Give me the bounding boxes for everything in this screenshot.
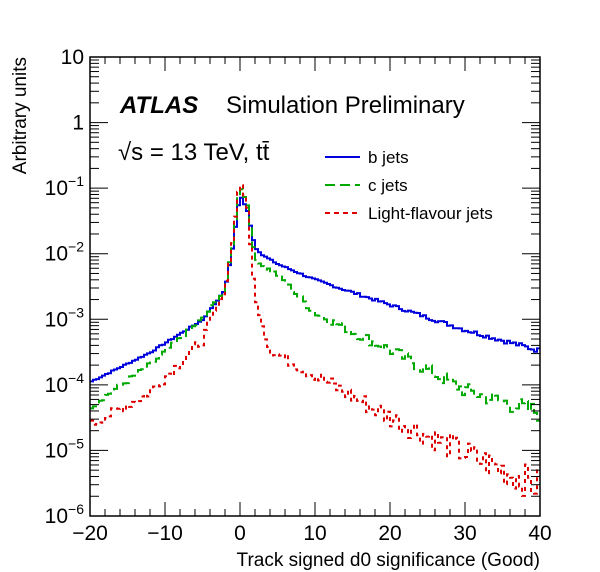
axis-ticks [89, 57, 541, 517]
x-tick-labels: −20 −10 0 10 20 30 40 [72, 522, 551, 545]
y-tick-label: 10−2 [45, 239, 85, 266]
x-tick-label: −20 [72, 522, 108, 545]
y-tick-label: 10−5 [45, 435, 85, 462]
y-tick-label: 10−6 [45, 501, 85, 528]
x-tick-label: 40 [528, 522, 551, 545]
legend: b jets c jets Light-flavour jets [325, 148, 493, 223]
legend-label: b jets [368, 148, 409, 167]
y-tick-label: 10 [61, 46, 84, 69]
x-axis-title: Track signed d0 significance (Good) [237, 550, 540, 571]
y-axis-title: Arbitrary units [10, 57, 31, 174]
atlas-label: ATLAS [119, 92, 198, 119]
x-tick-label: 30 [453, 522, 476, 545]
legend-label: c jets [368, 176, 408, 195]
y-tick-labels: 10 1 10−1 10−2 10−3 10−4 10−5 10−6 [45, 46, 85, 528]
plot-frame [89, 56, 541, 517]
x-tick-label: 0 [234, 522, 246, 545]
energy-annotation: √s = 13 TeV, tt̄ [118, 139, 270, 166]
atlas-status: Simulation Preliminary [226, 92, 465, 119]
series-c-jets [90, 188, 540, 422]
x-tick-label: 10 [303, 522, 326, 545]
series-light-flavour-jets [90, 184, 540, 497]
y-tick-label: 1 [72, 112, 84, 135]
y-tick-label: 10−1 [45, 173, 85, 200]
x-tick-label: −10 [147, 522, 183, 545]
series-b-jets [90, 196, 540, 383]
y-tick-label: 10−4 [45, 370, 85, 397]
curves-group [90, 184, 540, 497]
x-tick-label: 20 [378, 522, 401, 545]
legend-label: Light-flavour jets [368, 204, 493, 223]
y-tick-label: 10−3 [45, 304, 85, 331]
